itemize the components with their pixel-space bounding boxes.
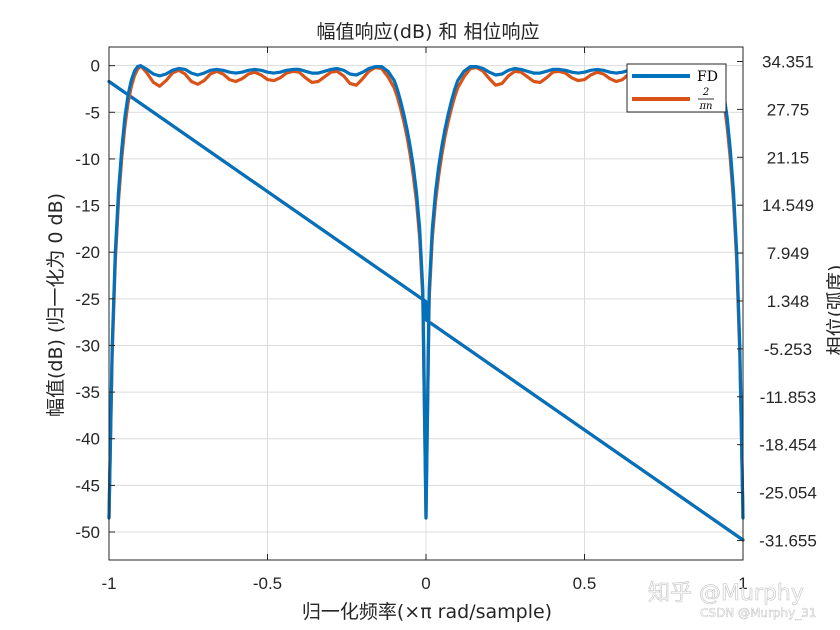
y2-tick-label: 27.75 <box>767 100 810 119</box>
legend: FD 2 πn <box>626 63 727 113</box>
y2-tick-label: -31.655 <box>759 531 817 550</box>
legend-label-denominator: πn <box>698 101 712 112</box>
y2-tick-label: 1.348 <box>767 292 810 311</box>
ticks: -1 -0.5 0 0.5 1 0 -5 -10 -15 -20 -25 -30 -35 -40 -45 -5… <box>75 47 817 593</box>
y2-tick-label: 21.15 <box>767 148 810 167</box>
y2-tick-label: -5.253 <box>764 340 812 359</box>
legend-label-numerator: 2 <box>702 87 709 98</box>
y2-tick-label: 7.949 <box>767 244 810 263</box>
y-tick-label: -40 <box>75 430 100 449</box>
legend-label-fd: FD <box>697 69 718 85</box>
x-axis-label: 归一化频率(×π rad/sample) <box>302 601 552 623</box>
y-tick-label: -20 <box>75 243 100 262</box>
legend-box <box>626 63 727 113</box>
y-tick-label: -10 <box>75 150 100 169</box>
x-tick-label: 1 <box>738 574 747 593</box>
y-tick-label: -25 <box>75 290 100 309</box>
y2-tick-label: -18.454 <box>759 436 817 455</box>
y-axis-label: 幅值(dB) (归一化为 0 dB) <box>45 193 67 417</box>
y2-tick-label: 14.549 <box>762 196 814 215</box>
x-tick-label: 0 <box>421 574 430 593</box>
watermark-zhihu: 知乎 @Murphy <box>648 581 804 606</box>
chart-title: 幅值响应(dB) 和 相位响应 <box>316 21 539 43</box>
y2-tick-label: -11.853 <box>760 388 816 407</box>
y-tick-label: 0 <box>91 57 100 76</box>
y-tick-label: -15 <box>75 197 100 216</box>
y-tick-label: -30 <box>75 336 100 355</box>
x-tick-label: -1 <box>101 574 116 593</box>
y2-tick-label: -25.054 <box>759 484 817 503</box>
y-tick-label: -50 <box>75 523 100 542</box>
y-tick-label: -45 <box>75 476 100 495</box>
y2-axis-label: 相位(弧度) <box>825 265 840 356</box>
x-tick-label: 0.5 <box>573 574 597 593</box>
watermark-csdn: CSDN @Murphy_31 <box>700 606 817 620</box>
series-line-fd-phase <box>107 79 745 542</box>
y-tick-label: -35 <box>75 383 100 402</box>
x-tick-label: -0.5 <box>253 574 282 593</box>
y2-tick-label: 34.351 <box>762 53 814 72</box>
y-tick-label: -5 <box>85 103 100 122</box>
watermark: 知乎 @Murphy CSDN @Murphy_31 <box>648 581 817 620</box>
